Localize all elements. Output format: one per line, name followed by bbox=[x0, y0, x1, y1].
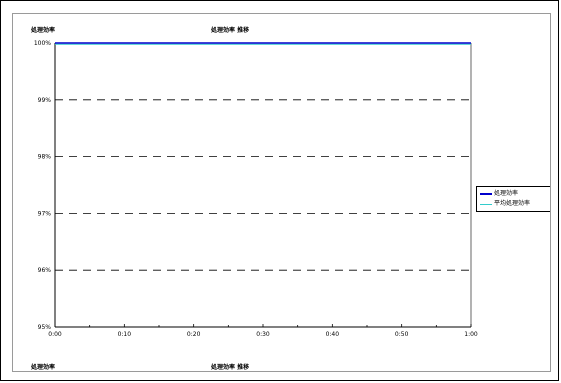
top-chart-ylabel: 処理効率 bbox=[31, 27, 56, 34]
y-tick-label: 99% bbox=[38, 97, 52, 104]
chart-panel: 処理効率 処理効率 推移 95% 96% 97% 98% 99% 100% 0:00 0:10… bbox=[12, 13, 551, 372]
legend-item-efficiency: 処理効率 bbox=[480, 190, 518, 198]
legend-label-average-efficiency: 平均処理効率 bbox=[494, 200, 531, 207]
y-tick-label: 97% bbox=[38, 210, 52, 217]
bottom-chart-title: 処理効率 推移 bbox=[211, 364, 250, 371]
y-tick-label: 98% bbox=[38, 154, 52, 161]
chart-legend: 処理効率 平均処理効率 bbox=[476, 186, 550, 212]
x-tick-label: 0:10 bbox=[118, 331, 132, 338]
top-chart-title: 処理効率 推移 bbox=[211, 27, 250, 34]
legend-swatch-efficiency bbox=[480, 193, 492, 195]
x-tick-label: 0:50 bbox=[395, 331, 409, 338]
legend-label-efficiency: 処理効率 bbox=[494, 190, 519, 197]
x-tick-label: 0:20 bbox=[187, 331, 201, 338]
legend-item-average-efficiency: 平均処理効率 bbox=[480, 200, 530, 208]
x-tick-label: 0:40 bbox=[326, 331, 340, 338]
bottom-chart-ylabel: 処理効率 bbox=[31, 364, 56, 371]
y-tick-label: 96% bbox=[38, 267, 52, 274]
x-tick-label: 1:00 bbox=[464, 331, 478, 338]
y-tick-label: 100% bbox=[34, 40, 51, 47]
efficiency-line-chart: 95% 96% 97% 98% 99% 100% 0:00 0:10 0:20 0:30 0:40 0… bbox=[34, 40, 478, 338]
x-tick-label: 0:30 bbox=[256, 331, 270, 338]
y-tick-label: 95% bbox=[38, 324, 52, 331]
legend-swatch-average-efficiency bbox=[480, 203, 492, 205]
x-tick-label: 0:00 bbox=[48, 331, 62, 338]
